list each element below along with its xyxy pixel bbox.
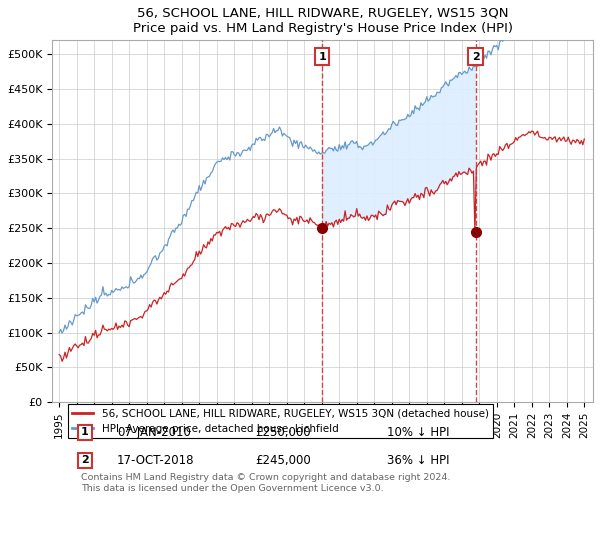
Text: 17-OCT-2018: 17-OCT-2018 (117, 454, 194, 467)
Title: 56, SCHOOL LANE, HILL RIDWARE, RUGELEY, WS15 3QN
Price paid vs. HM Land Registry: 56, SCHOOL LANE, HILL RIDWARE, RUGELEY, … (133, 7, 512, 35)
Text: 10% ↓ HPI: 10% ↓ HPI (387, 426, 449, 439)
Text: £250,000: £250,000 (255, 426, 311, 439)
Text: 2: 2 (81, 455, 89, 465)
Legend: 56, SCHOOL LANE, HILL RIDWARE, RUGELEY, WS15 3QN (detached house), HPI: Average : 56, SCHOOL LANE, HILL RIDWARE, RUGELEY, … (68, 404, 493, 438)
Text: 1: 1 (319, 52, 326, 62)
Text: £245,000: £245,000 (255, 454, 311, 467)
Text: Contains HM Land Registry data © Crown copyright and database right 2024.
This d: Contains HM Land Registry data © Crown c… (81, 473, 451, 493)
Text: 07-JAN-2010: 07-JAN-2010 (117, 426, 191, 439)
Text: 1: 1 (81, 427, 89, 437)
Text: 36% ↓ HPI: 36% ↓ HPI (387, 454, 449, 467)
Text: 2: 2 (472, 52, 479, 62)
